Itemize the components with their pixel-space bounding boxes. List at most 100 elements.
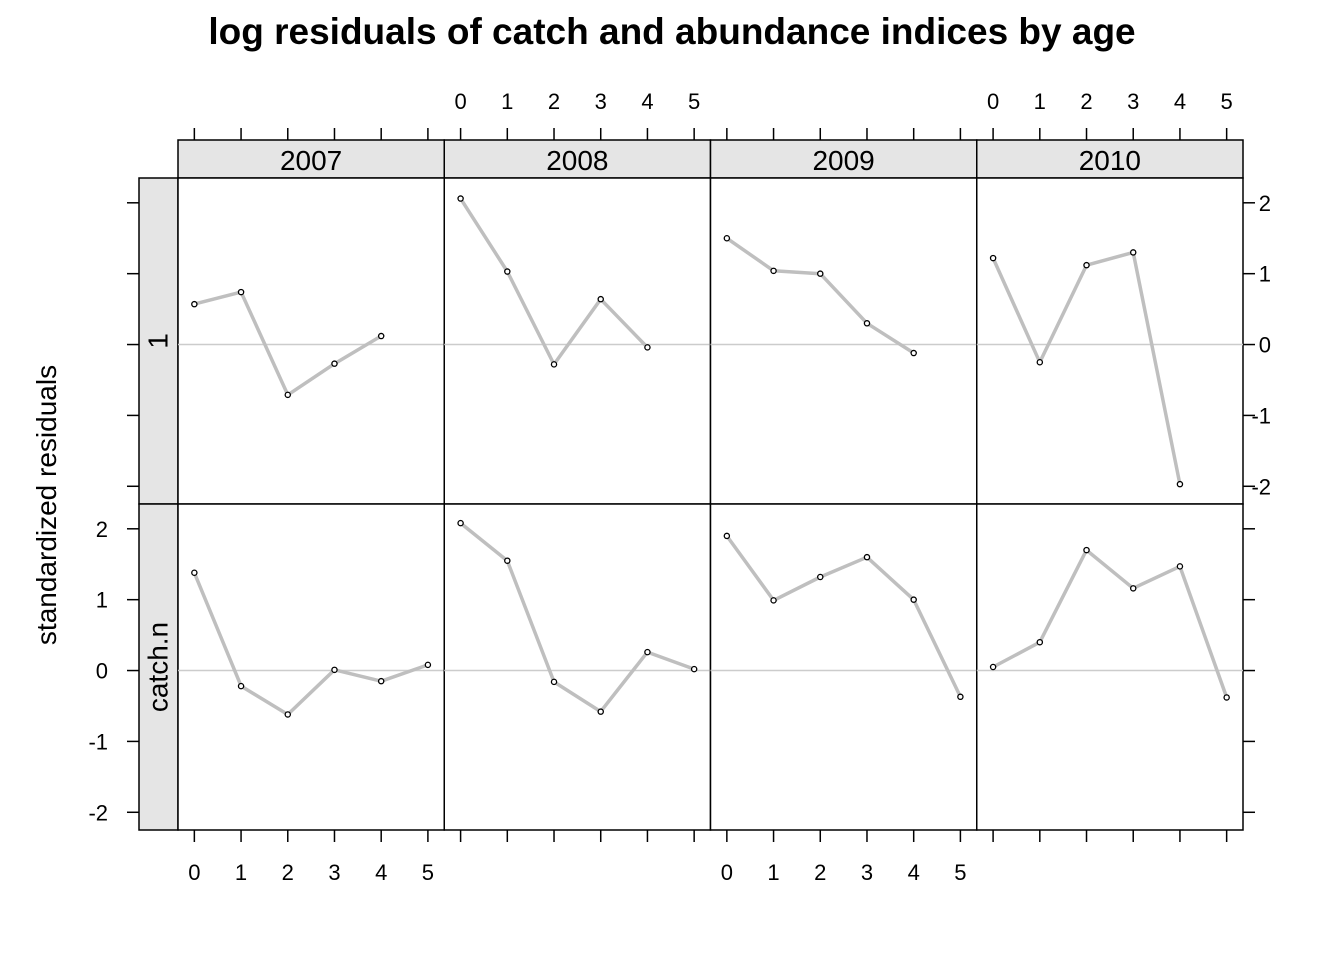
- panel-frame: [709, 177, 978, 505]
- strip-row-label: catch.n: [143, 622, 174, 712]
- x-tick-label-bottom: 0: [188, 860, 200, 885]
- data-point: [770, 597, 777, 604]
- x-tick-label-bottom: 4: [908, 860, 920, 885]
- panel-frame: [177, 503, 445, 831]
- panel-1-2010: [976, 177, 1244, 505]
- x-tick-label-top: 2: [548, 89, 560, 114]
- y-tick-label-right: -2: [1251, 474, 1271, 499]
- data-point: [1036, 359, 1044, 366]
- series-line: [192, 572, 429, 717]
- data-point: [989, 254, 997, 262]
- data-point: [424, 661, 432, 669]
- panel-1-2009: [709, 177, 978, 505]
- data-point: [237, 288, 245, 296]
- data-point: [863, 553, 871, 561]
- data-point: [1129, 249, 1137, 256]
- series-line: [725, 534, 962, 698]
- data-point: [331, 360, 338, 367]
- strip-left-catch.n: [138, 503, 179, 831]
- x-tick-label-bottom: 3: [328, 860, 340, 885]
- panel-frame: [443, 503, 712, 831]
- panel-frame: [709, 503, 978, 831]
- data-point: [1176, 563, 1184, 570]
- panel-frame: [976, 503, 1244, 831]
- data-point: [550, 678, 558, 686]
- strip-label-2008: 2008: [546, 145, 608, 176]
- data-point: [644, 344, 651, 351]
- panel-frame: [976, 177, 1244, 505]
- data-point: [550, 361, 558, 368]
- x-tick-label-bottom: 2: [282, 860, 294, 885]
- x-tick-label-bottom: 4: [375, 860, 387, 885]
- x-tick-label-top: 5: [688, 89, 700, 114]
- y-tick-label-left: 2: [96, 517, 108, 542]
- series-line: [992, 548, 1229, 699]
- data-point: [331, 666, 338, 674]
- x-tick-label-top: 4: [641, 89, 653, 114]
- y-tick-label-left: -1: [88, 729, 108, 754]
- panel-frame: [177, 177, 445, 505]
- data-point: [863, 320, 871, 327]
- x-tick-label-bottom: 1: [235, 860, 247, 885]
- x-tick-label-top: 0: [987, 89, 999, 114]
- data-point: [504, 557, 511, 564]
- y-tick-label-left: 0: [96, 659, 108, 684]
- data-point: [191, 569, 198, 576]
- x-tick-label-top: 5: [1221, 89, 1233, 114]
- y-tick-label-right: -1: [1251, 403, 1271, 428]
- data-point: [1129, 585, 1137, 592]
- y-tick-label-right: 0: [1259, 333, 1271, 358]
- data-point: [1176, 480, 1184, 488]
- strip-label-2009: 2009: [812, 145, 874, 176]
- data-point: [644, 648, 651, 656]
- y-tick-label-right: 1: [1259, 262, 1271, 287]
- x-tick-label-top: 2: [1080, 89, 1092, 114]
- x-tick-label-bottom: 3: [861, 860, 873, 885]
- strip-top-2008: [443, 139, 712, 179]
- data-point: [957, 693, 964, 701]
- strip-top-2010: [976, 139, 1244, 179]
- strip-row-label: 1: [143, 333, 174, 349]
- x-tick-label-bottom: 5: [954, 860, 966, 885]
- y-tick-label-left: -2: [88, 800, 108, 825]
- data-point: [1223, 694, 1230, 701]
- x-tick-label-top: 3: [595, 89, 607, 114]
- data-point: [723, 234, 731, 242]
- data-point: [457, 519, 464, 527]
- data-point: [910, 349, 917, 357]
- x-tick-label-top: 4: [1174, 89, 1186, 114]
- data-point: [989, 663, 997, 671]
- strip-top-2007: [177, 139, 445, 179]
- panel-catch.n-2009: [709, 503, 978, 831]
- data-point: [770, 267, 777, 275]
- data-point: [457, 195, 464, 202]
- x-tick-label-top: 1: [501, 89, 513, 114]
- panel-catch.n-2008: [443, 503, 712, 831]
- panel-1-2008: [443, 177, 712, 505]
- data-point: [690, 665, 698, 673]
- x-tick-label-bottom: 1: [767, 860, 779, 885]
- data-point: [1036, 638, 1044, 646]
- series-line: [459, 521, 695, 714]
- data-point: [237, 682, 245, 690]
- strip-label-2007: 2007: [280, 145, 342, 176]
- x-tick-label-bottom: 5: [422, 860, 434, 885]
- data-point: [910, 596, 917, 603]
- data-point: [191, 300, 198, 308]
- y-axis-label: standardized residuals: [31, 365, 62, 645]
- y-tick-label-left: 1: [96, 588, 108, 613]
- panel-frame: [443, 177, 712, 505]
- data-point: [377, 332, 385, 340]
- y-tick-label-right: 2: [1259, 191, 1271, 216]
- panel-catch.n-2007: [177, 503, 445, 831]
- x-tick-label-top: 0: [454, 89, 466, 114]
- data-point: [817, 573, 824, 581]
- panel-catch.n-2010: [976, 503, 1244, 831]
- data-point: [1083, 261, 1090, 269]
- strip-label-2010: 2010: [1079, 145, 1141, 176]
- data-point: [597, 295, 604, 303]
- panel-1-2007: [177, 177, 445, 505]
- x-tick-label-bottom: 0: [721, 860, 733, 885]
